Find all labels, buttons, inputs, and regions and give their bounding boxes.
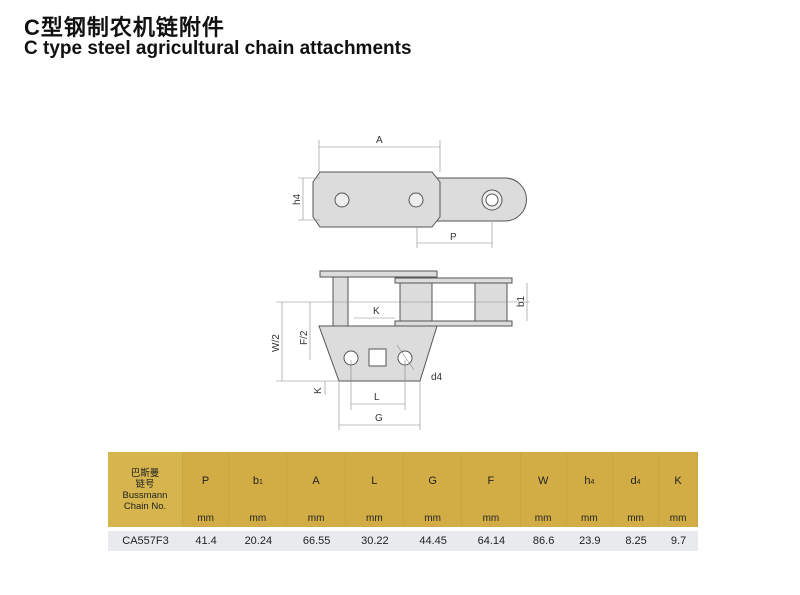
dim-K-top: K [373,306,380,317]
dim-F2: F/2 [299,330,310,345]
header-b1: b1 [229,452,288,509]
header-K: K [659,452,698,509]
header-L: L [345,452,404,509]
dim-P: P [450,232,457,243]
extension-link [429,177,527,222]
cell-chain-no: CA557F3 [108,527,183,551]
title-english: C type steel agricultural chain attachme… [24,38,412,59]
header-W: W [520,452,567,509]
title-chinese: C型钢制农机链附件 [24,15,225,40]
dim-d4: d4 [431,372,443,383]
units-row: mm mm mm mm mm mm mm mm mm mm [108,509,698,527]
header-P: P [183,452,230,509]
header-G: G [404,452,463,509]
dim-W2: W/2 [271,334,282,352]
technical-drawing: A h4 P b1 K F/2 W/2 d4 K L G [271,135,530,430]
header-d4: d4 [612,452,660,509]
header-chain-no: 巴斯曼 链号 Bussmann Chain No. [108,452,183,527]
dim-L: L [374,392,380,403]
header-A: A [287,452,346,509]
dim-K-side: K [313,387,324,394]
table-row: CA557F3 41.4 20.24 66.55 30.22 44.45 64.… [108,527,698,551]
dim-b1: b1 [516,295,527,307]
dim-A: A [376,135,383,146]
header-F: F [462,452,521,509]
attachment-plate-top [312,171,441,228]
dim-G: G [375,413,383,424]
header-row: 巴斯曼 链号 Bussmann Chain No. P b1 A L G F W… [108,452,698,527]
spec-table: 巴斯曼 链号 Bussmann Chain No. P b1 A L G F W… [108,452,698,551]
header-h4: h4 [566,452,613,509]
dim-h4: h4 [292,193,303,205]
